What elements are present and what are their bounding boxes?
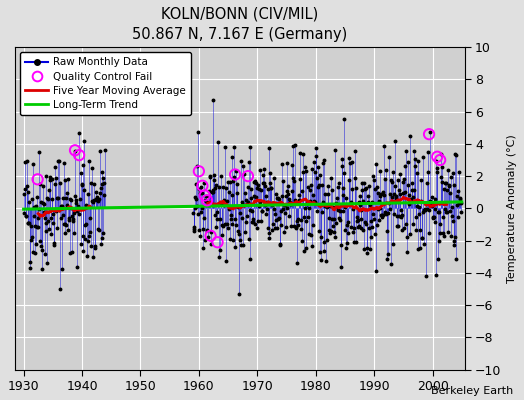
Point bbox=[198, 182, 206, 189]
Point bbox=[75, 152, 83, 158]
Point bbox=[425, 131, 433, 137]
Point bbox=[203, 197, 211, 204]
Point bbox=[244, 173, 252, 179]
Point bbox=[34, 176, 42, 182]
Point bbox=[213, 239, 222, 246]
Point bbox=[231, 171, 239, 178]
Point bbox=[201, 192, 209, 199]
Text: Berkeley Earth: Berkeley Earth bbox=[431, 386, 514, 396]
Y-axis label: Temperature Anomaly (°C): Temperature Anomaly (°C) bbox=[507, 134, 517, 283]
Title: KOLN/BONN (CIV/MIL)
50.867 N, 7.167 E (Germany): KOLN/BONN (CIV/MIL) 50.867 N, 7.167 E (G… bbox=[132, 7, 347, 42]
Point bbox=[195, 168, 203, 174]
Point bbox=[433, 154, 441, 160]
Point bbox=[436, 157, 444, 163]
Legend: Raw Monthly Data, Quality Control Fail, Five Year Moving Average, Long-Term Tren: Raw Monthly Data, Quality Control Fail, … bbox=[20, 52, 191, 115]
Point bbox=[71, 147, 79, 154]
Point bbox=[206, 232, 215, 239]
